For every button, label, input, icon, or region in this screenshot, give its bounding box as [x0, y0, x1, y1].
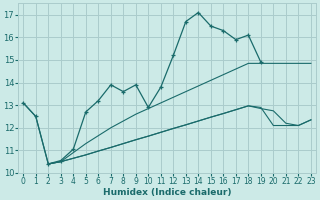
X-axis label: Humidex (Indice chaleur): Humidex (Indice chaleur) [103, 188, 231, 197]
